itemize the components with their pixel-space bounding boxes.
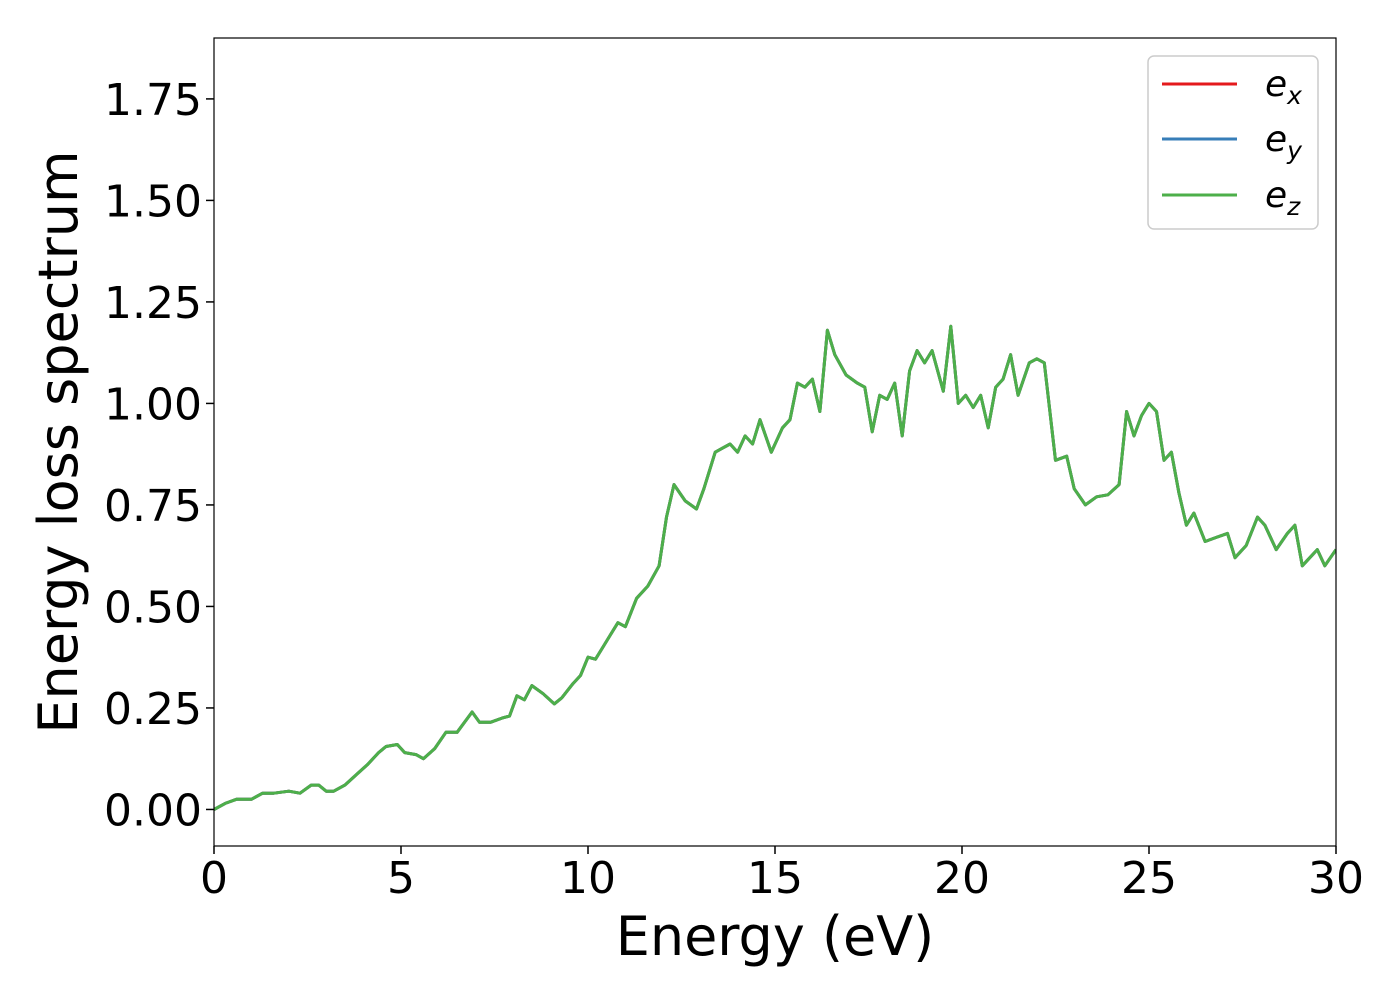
- y-tick-label: 1.25: [104, 278, 202, 329]
- x-tick-label: 20: [934, 853, 990, 904]
- y-tick-label: 0.25: [104, 684, 202, 735]
- y-tick-label: 1.75: [104, 75, 202, 126]
- legend: ex ey ez: [1147, 55, 1319, 230]
- x-tick-label: 5: [387, 853, 415, 904]
- x-axis-title: Energy (eV): [616, 905, 935, 968]
- y-tick-label: 0.50: [104, 582, 202, 633]
- legend-box: [1147, 55, 1319, 230]
- y-axis: 0.00 0.25 0.50 0.75 1.00 1.25 1.50 1.75: [104, 75, 214, 836]
- y-tick-label: 1.50: [104, 176, 202, 227]
- y-tick-label: 0.00: [104, 785, 202, 836]
- series-line-e-z: [214, 324, 1336, 811]
- x-tick-label: 15: [747, 853, 803, 904]
- series-line-e-y: [214, 324, 1336, 811]
- series-line-e-x: [214, 324, 1336, 811]
- x-tick-label: 25: [1121, 853, 1177, 904]
- legend-label-z: ez: [1265, 175, 1301, 221]
- y-tick-label: 1.00: [104, 379, 202, 430]
- series-layer: [214, 324, 1336, 811]
- legend-label-x: ex: [1265, 64, 1302, 110]
- x-tick-label: 10: [560, 853, 616, 904]
- y-tick-label: 0.75: [104, 481, 202, 532]
- legend-label-y: ey: [1265, 119, 1303, 165]
- x-tick-label: 0: [200, 853, 228, 904]
- x-tick-label: 30: [1308, 853, 1364, 904]
- y-axis-title: Energy loss spectrum: [27, 150, 90, 733]
- x-axis: 0 5 10 15 20 25 30: [200, 846, 1364, 904]
